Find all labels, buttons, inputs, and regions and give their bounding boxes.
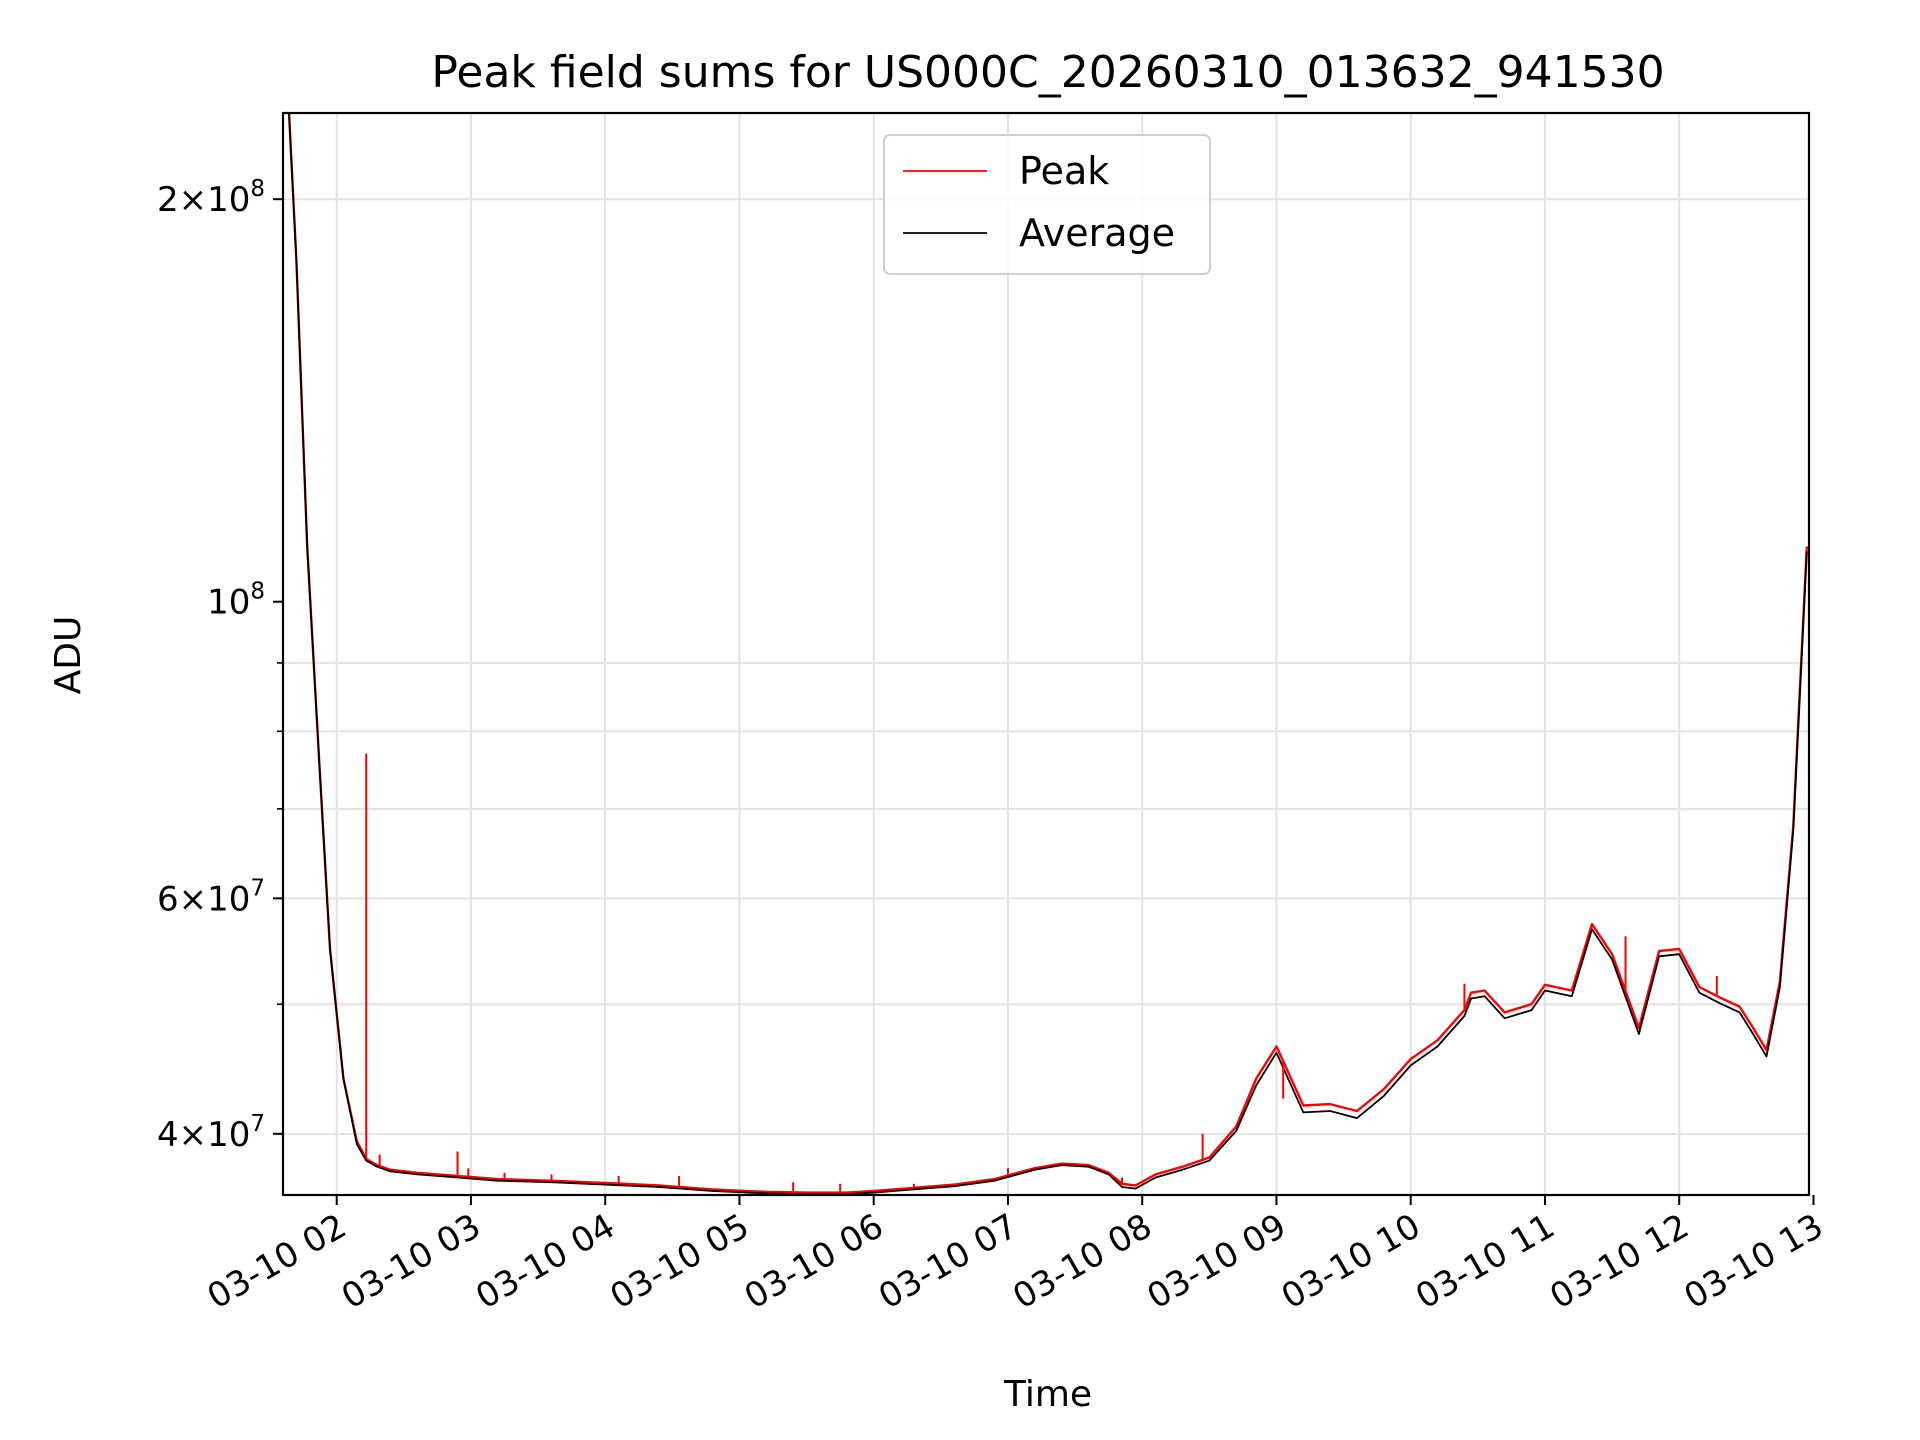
x-axis-label: Time bbox=[1003, 1374, 1092, 1415]
y-tick-mantissa: 6 bbox=[157, 879, 179, 919]
legend-label-peak: Peak bbox=[1019, 149, 1109, 193]
y-tick-exponent: 8 bbox=[250, 176, 265, 202]
series-line-average bbox=[288, 113, 1808, 1195]
series-line-peak bbox=[287, 113, 1808, 1194]
y-tick-label: 4×107 bbox=[157, 1111, 265, 1155]
legend-label-average: Average bbox=[1019, 211, 1175, 255]
legend-box bbox=[883, 134, 1211, 275]
y-tick-label: 108 bbox=[207, 579, 265, 623]
y-tick-label: 6×107 bbox=[157, 875, 265, 919]
chart-title: Peak field sums for US000C_20260310_0136… bbox=[431, 47, 1664, 98]
y-tick-exponent: 7 bbox=[250, 1111, 265, 1137]
y-tick-mantissa: 4 bbox=[157, 1115, 179, 1155]
y-tick-mantissa: 2 bbox=[157, 180, 179, 220]
plot-frame bbox=[281, 111, 1811, 1197]
y-tick-label: 2×108 bbox=[157, 176, 265, 220]
y-axis-label: ADU bbox=[48, 616, 89, 695]
y-tick-exponent: 7 bbox=[250, 875, 265, 901]
legend: Peak Average bbox=[883, 134, 1211, 275]
y-tick-exponent: 8 bbox=[250, 579, 265, 605]
series-group bbox=[287, 113, 1808, 1195]
grid bbox=[283, 113, 1809, 1195]
